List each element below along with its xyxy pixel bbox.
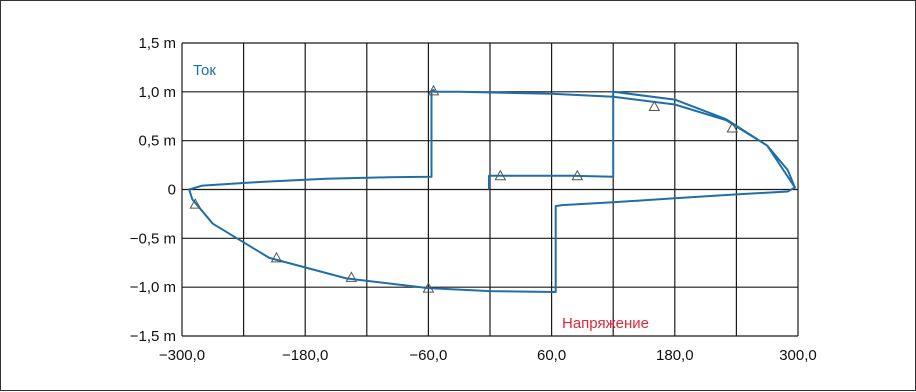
current-label: Ток bbox=[193, 62, 216, 79]
y-tick-label: 1,5 m bbox=[138, 35, 176, 52]
x-axis-ticks: −300,0 −180,0 −60,0 60,0 180,0 300,0 bbox=[159, 347, 817, 364]
voltage-label: Напряжение bbox=[562, 315, 649, 332]
series-line bbox=[188, 88, 796, 293]
y-tick-label: −1,0 m bbox=[130, 279, 176, 296]
data-point-marker bbox=[427, 84, 440, 96]
data-point-marker bbox=[494, 169, 507, 181]
data-point-marker bbox=[422, 282, 435, 293]
data-point-marker bbox=[270, 251, 283, 263]
data-point-marker bbox=[726, 121, 739, 133]
x-tick-label: 180,0 bbox=[656, 347, 694, 364]
y-tick-label: 0 bbox=[168, 182, 176, 199]
data-point-marker bbox=[571, 169, 584, 181]
series-layer bbox=[188, 84, 796, 293]
x-tick-label: 300,0 bbox=[779, 347, 817, 364]
y-tick-label: −1,5 m bbox=[130, 328, 176, 345]
x-tick-label: 60,0 bbox=[537, 347, 566, 364]
x-tick-label: −300,0 bbox=[159, 347, 205, 364]
y-tick-label: 1,0 m bbox=[138, 84, 176, 101]
data-point-marker bbox=[189, 198, 202, 209]
y-tick-label: −0,5 m bbox=[130, 230, 176, 247]
data-point-marker bbox=[345, 271, 358, 282]
data-point-marker bbox=[648, 100, 661, 111]
x-tick-label: −180,0 bbox=[282, 347, 328, 364]
y-axis-ticks: 1,5 m 1,0 m 0,5 m 0 −0,5 m −1,0 m −1,5 m bbox=[130, 35, 176, 345]
y-tick-label: 0,5 m bbox=[138, 133, 176, 150]
x-tick-label: −60,0 bbox=[409, 347, 447, 364]
